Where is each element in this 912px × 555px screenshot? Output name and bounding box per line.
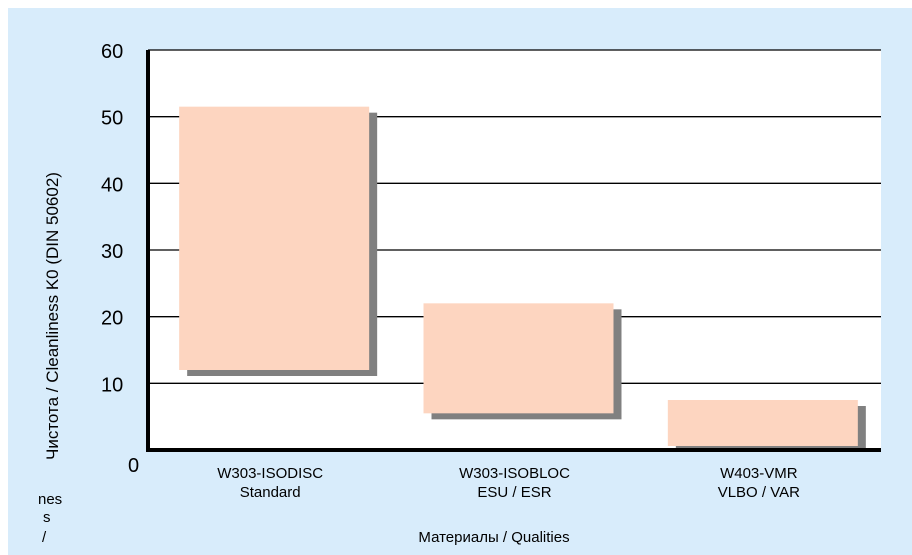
chart-frame: 0 10 20 30 40 50 60 W303-ISODISC Standard W303-I…	[8, 8, 912, 555]
y-tick-label-40: 40	[101, 174, 123, 196]
x-tick-labels: W303-ISODISC Standard W303-ISOBLOC ESU / ES…	[217, 465, 800, 501]
bar-1	[179, 106, 370, 371]
y-tick-label-50: 50	[101, 108, 123, 130]
y-tick-label-0: 0	[128, 455, 139, 477]
y-axis-title-overflow: ness /	[38, 491, 62, 546]
x-tick-label-1-line-1: W303-ISODISC	[217, 465, 323, 482]
y-tick-label-60: 60	[101, 41, 123, 63]
bar-2	[423, 303, 614, 414]
x-tick-label-3-line-2: VLBO / VAR	[718, 484, 800, 501]
axes	[146, 50, 881, 452]
y-axis-title: Чистота / Cleanliness K0 (DIN 50602)	[43, 172, 62, 460]
bars	[179, 106, 866, 452]
y-tick-labels: 0 10 20 30 40 50 60	[101, 41, 139, 477]
y-axis-title-fragment-3: /	[42, 529, 47, 546]
x-axis-title: Материалы / Qualities	[418, 529, 569, 546]
y-tick-label-30: 30	[101, 241, 123, 263]
x-tick-label-2-line-2: ESU / ESR	[477, 484, 551, 501]
y-axis-title-fragment-2: s	[43, 509, 51, 526]
x-tick-label-2-line-1: W303-ISOBLOC	[459, 465, 570, 482]
y-tick-label-20: 20	[101, 308, 123, 330]
bar-3	[667, 400, 858, 446]
y-tick-label-10: 10	[101, 374, 123, 396]
x-tick-label-1-line-2: Standard	[240, 484, 301, 501]
x-tick-label-3-line-1: W403-VMR	[720, 465, 798, 482]
y-axis-title-fragment-1: nes	[38, 491, 62, 508]
